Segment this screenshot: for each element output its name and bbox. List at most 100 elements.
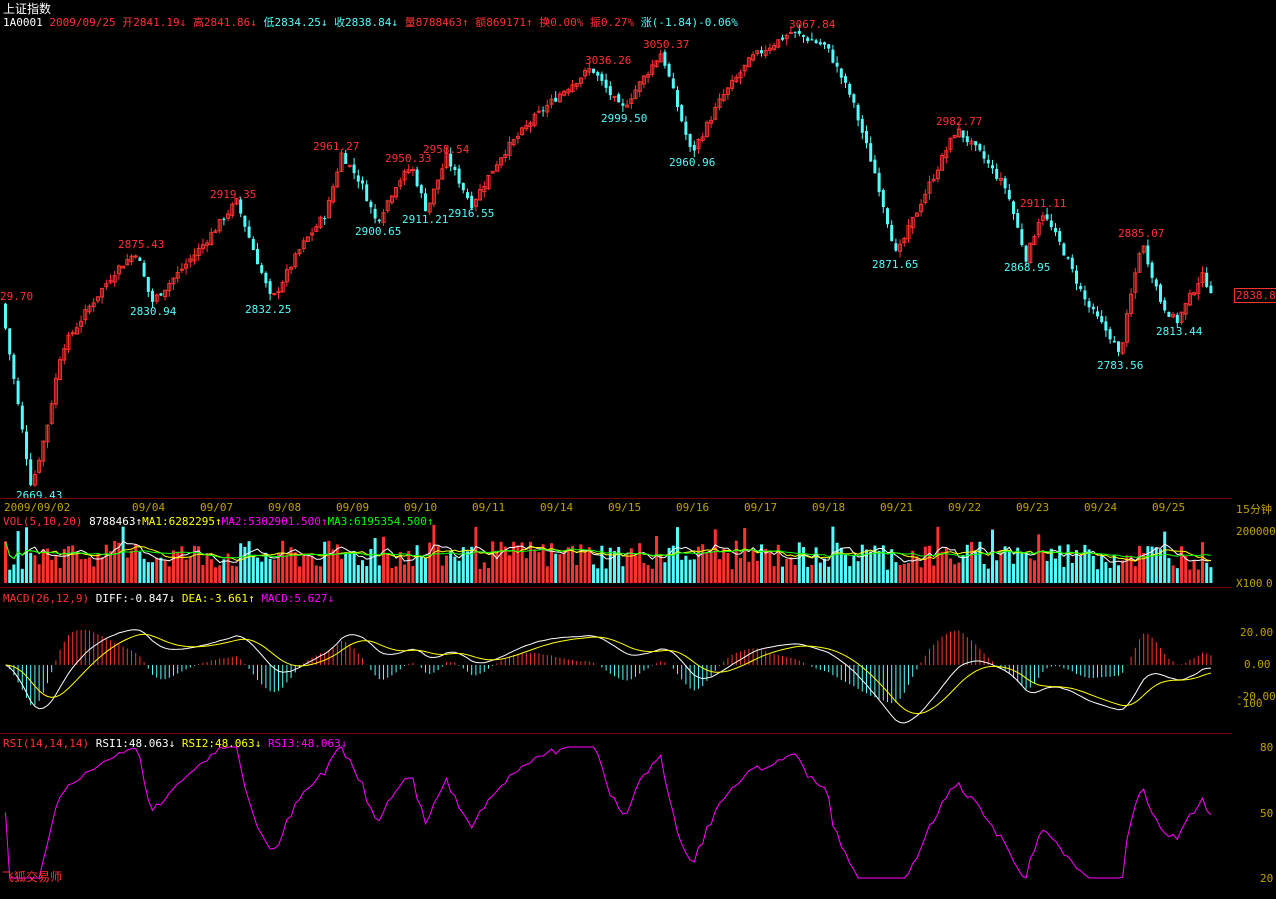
candle-body-up xyxy=(104,283,109,288)
peak-high-label: 3050.37 xyxy=(643,37,690,51)
volume-bar xyxy=(1146,546,1150,583)
volume-bar xyxy=(134,544,138,583)
candle-body-up xyxy=(625,104,630,108)
candle-body-down xyxy=(608,86,612,96)
volume-bar xyxy=(701,544,705,583)
candle-body-up xyxy=(482,186,487,193)
candle-body-up xyxy=(53,377,58,405)
candle-body-down xyxy=(974,141,978,146)
volume-bar xyxy=(201,565,205,583)
rsi3-arrow-icon: ↓ xyxy=(340,737,348,750)
low-arrow-icon: ↓ xyxy=(320,16,328,29)
peak-high-label: 2982.77 xyxy=(936,115,983,129)
volume-bar xyxy=(348,553,352,583)
volume-bar xyxy=(705,552,709,583)
volume-bar xyxy=(46,548,49,583)
candle-body-up xyxy=(37,459,42,473)
candle-body-down xyxy=(449,153,453,167)
volume-bar xyxy=(352,550,356,583)
volume-bar xyxy=(587,547,591,583)
candle-body-up xyxy=(163,289,168,298)
candle-body-up xyxy=(998,177,1003,181)
candle-body-up xyxy=(32,474,37,486)
candle-body-up xyxy=(490,170,495,174)
candle-body-down xyxy=(239,199,243,214)
candle-body-up xyxy=(788,32,793,35)
vol-axis-unit: X100 xyxy=(1236,577,1263,590)
candle-body-down xyxy=(692,144,696,151)
candle-body-up xyxy=(331,186,336,203)
candle-body-up xyxy=(305,236,310,242)
candle-body-up xyxy=(58,359,63,381)
candle-body-down xyxy=(1146,245,1150,265)
candle-body-down xyxy=(760,50,763,54)
volume-bar xyxy=(230,565,234,583)
high-arrow-icon: ↓ xyxy=(250,16,257,29)
volume-bar xyxy=(503,546,507,583)
volume-bar xyxy=(386,554,390,583)
volume-bar xyxy=(1070,562,1074,583)
volume-bar xyxy=(835,542,839,583)
candle-body-down xyxy=(1054,227,1057,233)
volume-bar xyxy=(491,541,495,583)
volume-bar xyxy=(264,552,268,583)
x-axis-tick-label: 09/07 xyxy=(200,501,234,514)
volume-bar xyxy=(478,568,482,583)
amplitude: 振0.27% xyxy=(590,16,635,29)
candle-body-up xyxy=(314,226,319,232)
peak-high-label: 2950.33 xyxy=(385,152,432,166)
candle-body-up xyxy=(473,199,478,207)
volume-bar xyxy=(999,550,1003,583)
vol-value: 8788463 xyxy=(89,515,136,528)
x-axis-tick-label: 09/04 xyxy=(132,501,166,514)
volume-bar xyxy=(411,565,415,583)
candle-body-down xyxy=(965,136,969,143)
candle-body-down xyxy=(793,31,797,33)
candle-body-down xyxy=(835,62,839,67)
candle-body-up xyxy=(587,68,592,73)
candle-body-up xyxy=(704,121,709,138)
candle-body-down xyxy=(839,68,843,78)
candle-body-down xyxy=(256,248,259,265)
volume-bar xyxy=(323,541,327,583)
candle-body-down xyxy=(12,354,16,379)
candle-body-down xyxy=(1163,300,1167,311)
volume-bar xyxy=(1133,566,1137,583)
volume-bar xyxy=(176,551,180,583)
candle-body-down xyxy=(419,185,423,194)
volume-ma-line xyxy=(5,541,1211,560)
volume-bar xyxy=(138,551,142,583)
candle-body-up xyxy=(520,127,525,136)
candle-body-down xyxy=(890,225,894,242)
volume-bar xyxy=(436,546,440,583)
peak-high-label: 3067.84 xyxy=(789,18,836,31)
volume-bar xyxy=(8,569,12,583)
candle-body-up xyxy=(725,87,730,95)
open: 开2841.19 xyxy=(122,16,180,29)
volume-bar xyxy=(314,565,318,583)
volume-bar xyxy=(650,568,654,583)
volume-bar xyxy=(751,549,755,583)
vol-label: VOL(5,10,20) xyxy=(3,515,83,528)
candle-body-up xyxy=(1179,311,1184,323)
candle-body-up xyxy=(696,139,701,150)
candle-body-down xyxy=(797,30,801,34)
volume-bar xyxy=(20,568,24,583)
candle-body-up xyxy=(755,50,760,55)
volume-bar xyxy=(663,562,667,583)
candle-body-up xyxy=(494,164,499,172)
volume-bar xyxy=(995,560,999,583)
candle-body-up xyxy=(293,253,298,268)
candle-body-up xyxy=(444,152,449,168)
volume-arrow-icon: ↑ xyxy=(462,16,469,29)
volume-bar xyxy=(293,552,297,583)
volume-bar xyxy=(638,543,642,583)
candle-body-up xyxy=(91,302,96,308)
current-price-tag: 2838.8 xyxy=(1234,288,1276,303)
candle-body-up xyxy=(175,271,180,279)
volume-bar xyxy=(713,529,717,583)
volume-bar xyxy=(881,545,885,583)
volume-bar xyxy=(1037,534,1041,583)
candle-body-up xyxy=(79,320,84,328)
